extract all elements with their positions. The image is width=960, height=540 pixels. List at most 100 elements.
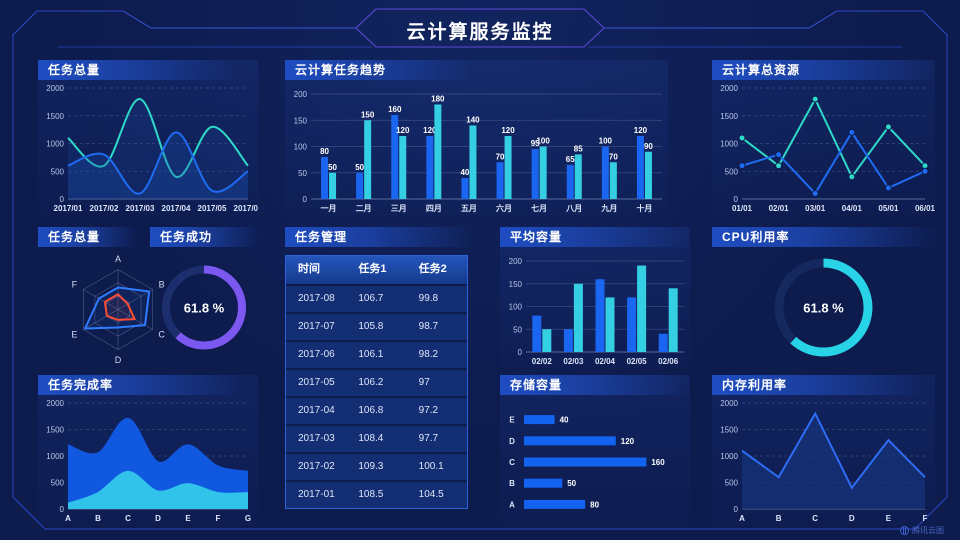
panel-title: 存储容量 [510,378,563,392]
panel-title: CPU利用率 [722,230,790,244]
svg-text:50: 50 [567,479,576,488]
svg-text:70: 70 [609,152,618,161]
panel-cpu-usage: CPU利用率 61.8 % [712,227,935,368]
svg-text:160: 160 [651,458,665,467]
svg-text:02/02: 02/02 [532,357,553,366]
svg-text:B: B [95,514,101,523]
svg-text:200: 200 [294,90,308,99]
svg-text:50: 50 [298,169,307,178]
task-trend-chart: 0 50 100 150 200 一月 二月 三月 四月 五月 六月 七月 八月 九月 十月 80 50 160 1… [285,80,668,215]
svg-text:2017/01: 2017/01 [54,204,83,213]
svg-text:F: F [923,514,928,523]
svg-text:61.8 %: 61.8 % [184,301,225,316]
table-cell: 105.8 [358,321,384,332]
panel-title: 内存利用率 [722,378,788,392]
svg-text:C: C [158,330,165,340]
svg-text:65: 65 [566,155,575,164]
svg-text:500: 500 [725,167,739,176]
table-cell: 99.8 [418,293,439,304]
svg-text:500: 500 [51,479,65,488]
total-resource-chart: 0 500 1000 1500 2000 01/01 02/01 03/01 04/01 05/0… [712,80,935,215]
svg-text:180: 180 [431,95,445,104]
svg-text:03/01: 03/01 [805,204,826,213]
panel-task-success: 任务成功 61.8 % [150,227,258,368]
svg-text:七月: 七月 [531,203,547,213]
svg-text:02/03: 02/03 [563,357,584,366]
svg-text:02/01: 02/01 [769,204,790,213]
svg-text:40: 40 [460,168,469,177]
table-row: 2017-05 106.2 97 [286,368,467,396]
svg-text:八月: 八月 [565,204,582,213]
svg-text:70: 70 [496,152,505,161]
panel-task-total-line: 任务总量 0 500 1000 1500 2000 2017/01 2017/02 2017/… [38,60,263,215]
svg-text:100: 100 [294,143,308,152]
svg-text:B: B [776,514,782,523]
svg-text:80: 80 [590,500,599,509]
svg-text:2017/06: 2017/06 [234,204,258,213]
svg-text:1500: 1500 [720,426,738,435]
panel-title: 任务成功 [160,230,213,244]
table-cell: 2017-03 [298,433,335,444]
panel-title: 云计算任务趋势 [295,63,387,77]
svg-text:D: D [115,355,122,365]
svg-text:D: D [509,437,515,446]
svg-text:0: 0 [60,505,65,514]
svg-text:61.8 %: 61.8 % [803,301,844,316]
task-total-line-chart: 0 500 1000 1500 2000 2017/01 2017/02 2017/03 201… [38,80,263,215]
svg-text:D: D [849,514,855,523]
svg-text:02/06: 02/06 [658,357,679,366]
panel-title: 任务管理 [295,230,348,244]
svg-text:E: E [886,514,892,523]
table-cell: 97.7 [418,433,439,444]
panel-avg-capacity: 平均容量 0 50 100 150 200 02/02 02/03 02/04 02/05 02/… [500,227,690,368]
svg-text:80: 80 [320,147,329,156]
completion-chart: 0 500 1000 1500 2000 A B C D E F G [38,395,258,525]
panel-total-resource-header: 云计算总资源 [712,60,935,80]
svg-text:160: 160 [388,105,402,114]
svg-text:04/01: 04/01 [842,204,863,213]
svg-text:140: 140 [466,116,480,125]
panel-task-trend-header: 云计算任务趋势 [285,60,470,80]
panel-task-radar-header: 任务总量 [38,227,136,247]
table-cell: 98.2 [418,349,439,360]
memory-chart: 0 500 1000 1500 2000 A B C D E F [712,395,935,525]
svg-text:十月: 十月 [636,203,652,213]
svg-text:G: G [245,514,251,523]
svg-text:2017/05: 2017/05 [198,204,227,213]
avg-capacity-chart: 0 50 100 150 200 02/02 02/03 02/04 02/05 02/06 [500,247,690,368]
svg-text:120: 120 [501,126,515,135]
panel-avg-capacity-header: 平均容量 [500,227,690,247]
table-header-cell: 任务2 [418,263,447,275]
panel-title: 任务总量 [48,230,101,244]
table-row: 2017-04 106.8 97.2 [286,396,467,424]
svg-text:四月: 四月 [426,204,442,213]
svg-text:01/01: 01/01 [732,204,753,213]
svg-text:1000: 1000 [46,452,64,461]
table-cell: 106.7 [358,293,384,304]
svg-text:100: 100 [599,137,613,146]
svg-text:F: F [216,514,221,523]
table-cell: 2017-05 [298,377,335,388]
table-row: 2017-07 105.8 98.7 [286,312,467,340]
svg-text:1000: 1000 [720,452,738,461]
table-cell: 2017-07 [298,321,335,332]
svg-text:1500: 1500 [46,112,64,121]
panel-title: 任务总量 [48,63,101,77]
table-row: 2017-06 106.1 98.2 [286,340,467,368]
svg-text:0: 0 [518,348,523,357]
svg-text:120: 120 [423,126,437,135]
svg-text:120: 120 [621,437,635,446]
page-title: 云计算服务监控 [406,22,554,43]
svg-text:2000: 2000 [46,84,64,93]
table-cell: 100.1 [418,461,444,472]
svg-text:120: 120 [396,126,410,135]
svg-text:150: 150 [294,116,308,125]
svg-text:50: 50 [328,163,337,172]
svg-text:1000: 1000 [720,140,738,149]
svg-text:0: 0 [60,195,65,204]
svg-text:一月: 一月 [321,204,337,213]
panel-task-total-line-header: 任务总量 [38,60,234,80]
table-cell: 2017-08 [298,293,335,304]
svg-text:100: 100 [536,137,550,146]
table-cell: 2017-02 [298,461,335,472]
